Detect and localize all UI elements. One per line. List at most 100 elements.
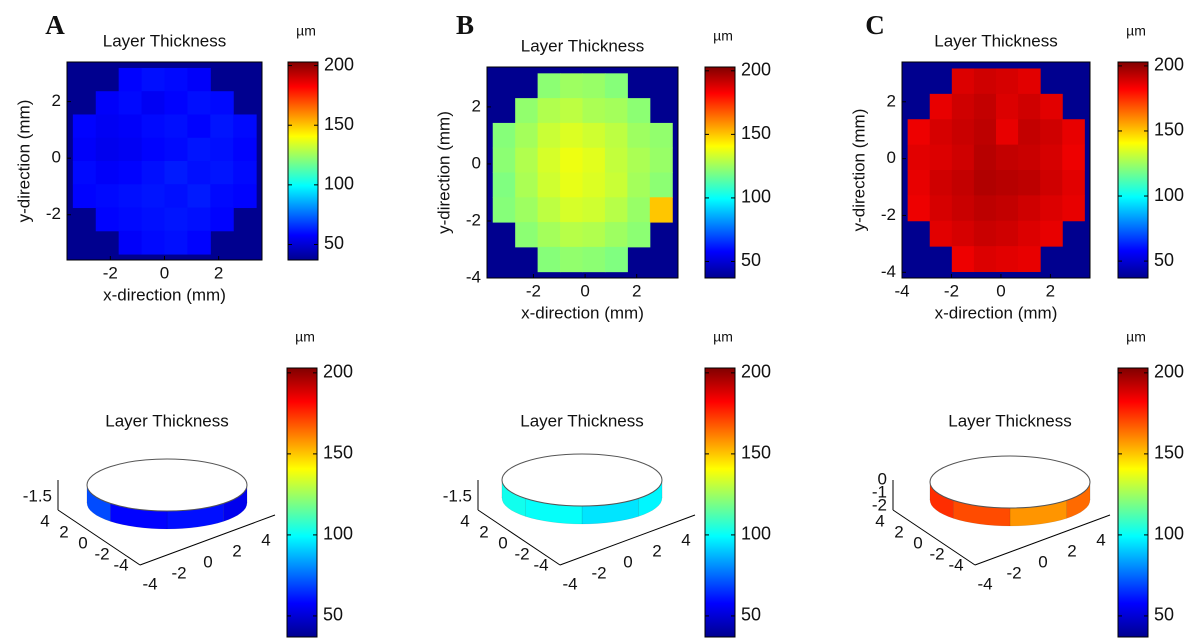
heat-cell bbox=[72, 184, 97, 209]
heat-cell bbox=[604, 73, 628, 99]
ring-rim bbox=[86, 458, 248, 512]
colorbar-tick-label: 150 bbox=[323, 443, 353, 463]
x-tick-label: 4 bbox=[875, 511, 884, 530]
heat-cell bbox=[1062, 195, 1085, 222]
y-tick-label: 2 bbox=[652, 541, 661, 560]
x-tick-label: -2 bbox=[944, 281, 959, 300]
colorbar-tick-label: 50 bbox=[741, 605, 761, 625]
heat-cell bbox=[604, 122, 628, 149]
heat-cell bbox=[95, 207, 120, 232]
colorbar-tick-label: 50 bbox=[1154, 605, 1174, 625]
colorbar-unit: µm bbox=[713, 28, 733, 44]
heat-cell bbox=[604, 172, 628, 198]
heat-cell bbox=[515, 147, 539, 173]
panel-label: B bbox=[456, 10, 474, 40]
heat-cell bbox=[996, 119, 1019, 146]
heat-cell bbox=[187, 161, 211, 185]
heat-cell bbox=[582, 197, 606, 223]
heat-cell bbox=[560, 73, 583, 99]
heat-cell bbox=[95, 114, 120, 139]
heat-cell bbox=[118, 207, 143, 232]
heat-cell bbox=[233, 114, 257, 139]
chart-title: Layer Thickness bbox=[948, 411, 1071, 430]
heat-cell bbox=[560, 246, 583, 273]
y-tick-label: 4 bbox=[1096, 530, 1105, 549]
heat-cell bbox=[233, 184, 257, 209]
heat-cell bbox=[582, 222, 606, 248]
colorbar-tick-label: 200 bbox=[741, 60, 771, 80]
x-tick-label: -4 bbox=[113, 555, 128, 574]
chart-title: Layer Thickness bbox=[103, 31, 226, 50]
heat-cell bbox=[187, 230, 211, 255]
y-tick-label: 0 bbox=[1038, 552, 1047, 571]
heat-cell bbox=[951, 220, 975, 247]
heat-cell bbox=[118, 114, 143, 139]
heat-cell bbox=[141, 137, 165, 162]
y-axis-label: y-direction (mm) bbox=[14, 100, 33, 223]
heat-cell bbox=[164, 137, 188, 162]
heat-cell bbox=[582, 98, 606, 124]
heat-cell bbox=[118, 184, 143, 209]
heat-cell bbox=[187, 91, 211, 115]
heat-cell bbox=[515, 122, 539, 149]
heat-cell bbox=[164, 91, 188, 115]
heat-cell bbox=[537, 73, 561, 99]
heat-cell bbox=[492, 197, 516, 223]
heat-cell bbox=[582, 172, 606, 198]
y-tick-label: -4 bbox=[142, 574, 157, 593]
heat-cell bbox=[95, 161, 120, 185]
y-tick-label: 2 bbox=[472, 96, 481, 115]
z-tick-label: -1.5 bbox=[23, 486, 52, 505]
heat-cell bbox=[1062, 144, 1085, 171]
chart-title: Layer Thickness bbox=[934, 31, 1057, 50]
colorbar-tick-label: 50 bbox=[1154, 250, 1174, 270]
heat-cell bbox=[118, 230, 143, 255]
colorbar-tick-label: 100 bbox=[324, 174, 354, 194]
heat-cell bbox=[627, 122, 651, 149]
x-tick-label: 4 bbox=[460, 511, 469, 530]
heat-cell bbox=[141, 91, 165, 115]
heat-cell bbox=[164, 184, 188, 209]
colorbar-tick-label: 150 bbox=[1154, 120, 1184, 140]
z-tick-label: -1 bbox=[872, 482, 887, 501]
x-tick-label: 2 bbox=[632, 281, 641, 300]
heat-cell bbox=[582, 147, 606, 173]
heat-cell bbox=[973, 195, 997, 222]
axis-line bbox=[57, 509, 141, 566]
colorbar-tick-label: 200 bbox=[1154, 55, 1184, 75]
colorbar-tick-label: 150 bbox=[1154, 443, 1184, 463]
panel-label: A bbox=[45, 10, 65, 40]
heat-cell bbox=[996, 246, 1019, 273]
heat-cell bbox=[929, 220, 953, 247]
y-tick-label: -4 bbox=[881, 262, 896, 281]
heat-cell bbox=[210, 114, 234, 139]
heat-cell bbox=[515, 222, 539, 248]
heat-cell bbox=[951, 246, 975, 273]
y-tick-label: 2 bbox=[887, 91, 896, 110]
heat-cell bbox=[1018, 195, 1041, 222]
y-tick-label: 2 bbox=[1067, 541, 1076, 560]
heat-cell bbox=[907, 144, 931, 171]
x-axis-label: x-direction (mm) bbox=[521, 303, 644, 322]
heat-cell bbox=[604, 147, 628, 173]
heat-cell bbox=[1062, 170, 1085, 196]
y-tick-label: -2 bbox=[171, 563, 186, 582]
heat-cell bbox=[141, 207, 165, 232]
heat-cell bbox=[210, 137, 234, 162]
heat-cell bbox=[560, 172, 583, 198]
z-tick-label: -1.5 bbox=[443, 486, 472, 505]
colorbar-tick-label: 100 bbox=[741, 524, 771, 544]
x-tick-label: 0 bbox=[498, 533, 507, 552]
x-tick-label: -2 bbox=[929, 544, 944, 563]
heat-cell bbox=[907, 170, 931, 196]
heat-cell bbox=[929, 119, 953, 146]
heat-cell bbox=[907, 195, 931, 222]
colorbar-unit: µm bbox=[713, 329, 733, 345]
heat-cell bbox=[973, 246, 997, 273]
heat-cell bbox=[164, 230, 188, 255]
heat-cell bbox=[907, 119, 931, 146]
heat-cell bbox=[95, 137, 120, 162]
colorbar-tick-label: 100 bbox=[1154, 185, 1184, 205]
ring-rim bbox=[501, 453, 663, 507]
x-tick-label: 4 bbox=[40, 511, 49, 530]
